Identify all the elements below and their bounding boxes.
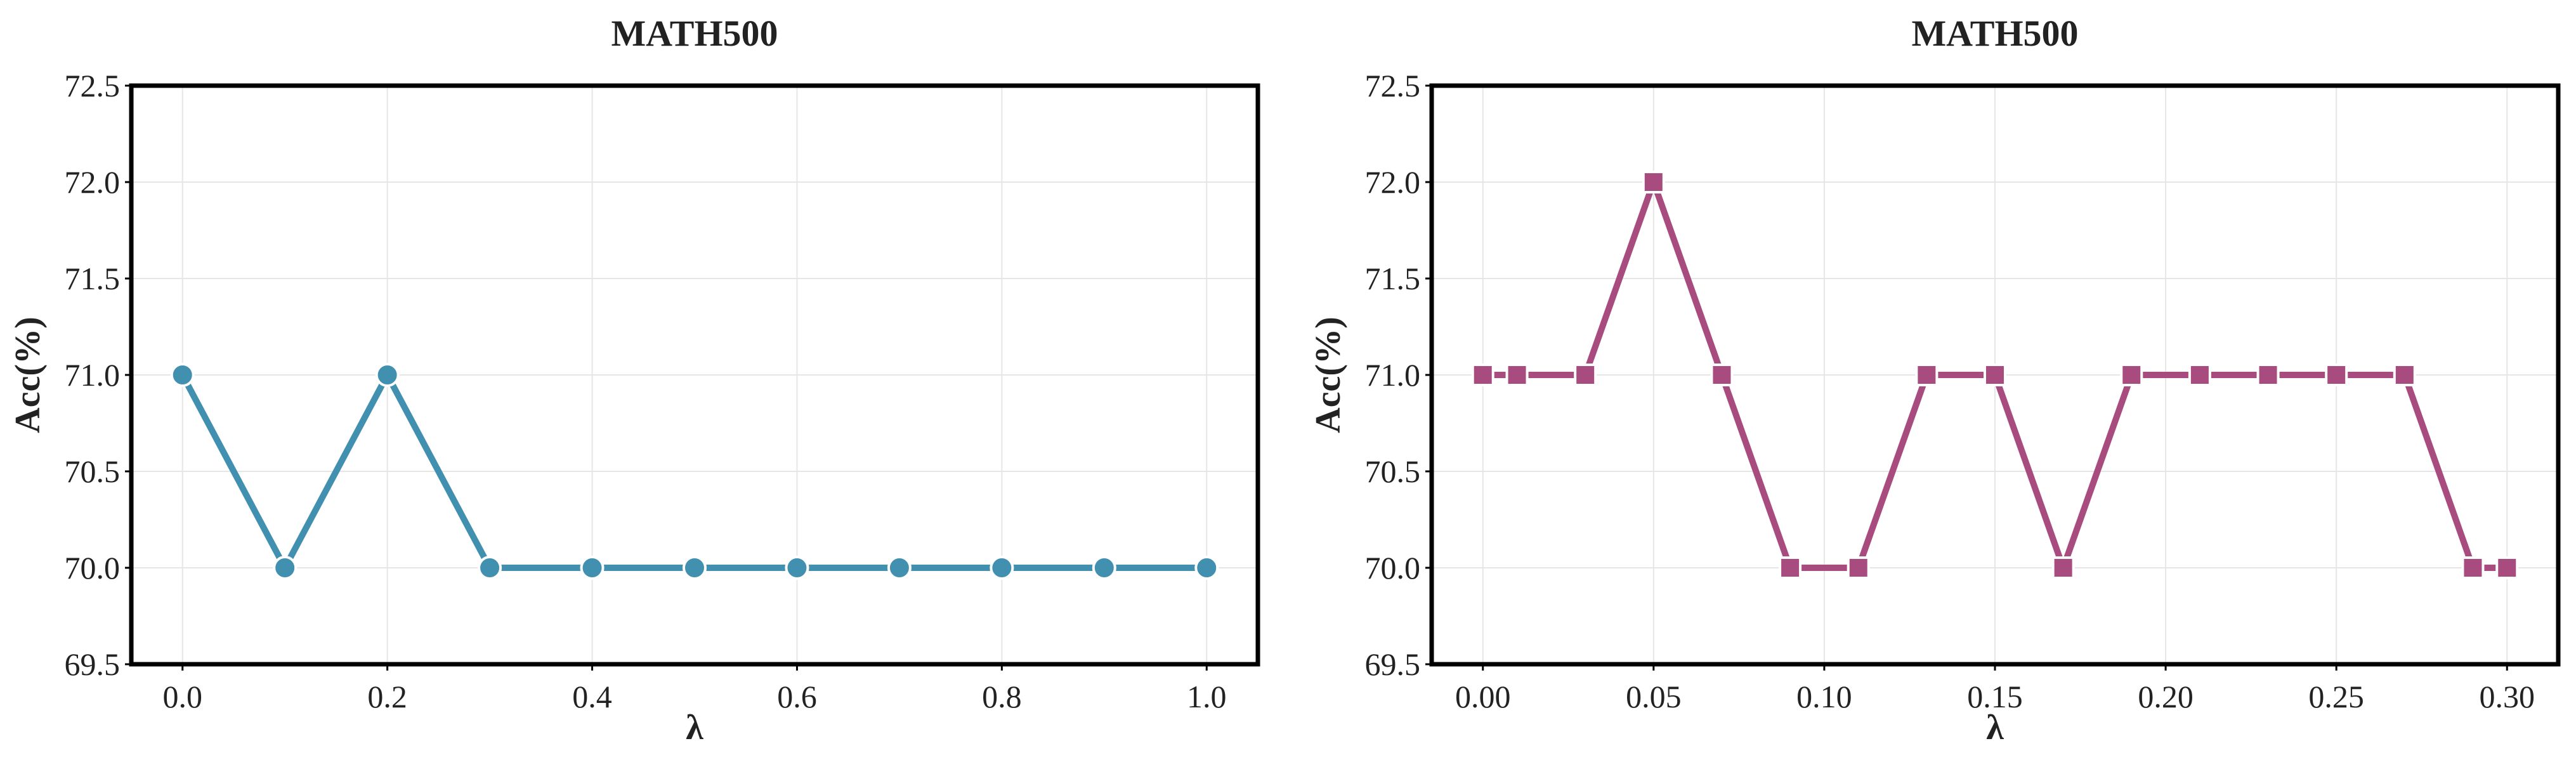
x-axis-label: λ: [1986, 708, 2004, 747]
y-tick-label: 70.0: [1365, 550, 1421, 586]
data-point: [683, 556, 707, 580]
data-point: [2256, 364, 2280, 386]
data-point: [580, 556, 605, 580]
data-point: [990, 556, 1014, 580]
x-axis-label: λ: [686, 708, 703, 747]
x-tick-label: 0.20: [2138, 679, 2194, 714]
y-tick-label: 71.0: [1365, 357, 1421, 393]
data-point: [1471, 364, 1494, 386]
data-point: [273, 556, 297, 580]
data-point: [1915, 364, 1939, 386]
data-point: [1194, 556, 1219, 580]
x-tick-label: 0.10: [1796, 679, 1852, 714]
x-tick-label: 0.15: [1967, 679, 2023, 714]
y-tick-label: 70.5: [1365, 454, 1421, 489]
x-tick-label: 0.0: [162, 679, 202, 714]
chart-title: MATH500: [1911, 13, 2078, 54]
y-tick-label: 69.5: [65, 646, 121, 682]
x-tick-label: 0.05: [1626, 679, 1682, 714]
y-tick-label: 71.5: [1365, 261, 1421, 296]
data-point: [2495, 556, 2519, 579]
data-point: [2188, 364, 2211, 386]
data-point: [478, 556, 502, 580]
data-point: [1779, 556, 1802, 579]
data-point: [2393, 364, 2416, 386]
y-tick-label: 72.5: [1365, 68, 1421, 103]
data-point: [170, 363, 195, 387]
data-point: [2325, 364, 2348, 386]
chart-panel-1: 0.0 0.2 0.4 0.6 0.8 1.0 69.5 70.0 70.5 71.0 71.5 72…: [8, 13, 1260, 747]
data-point: [1505, 364, 1529, 386]
y-tick-label: 72.0: [65, 164, 121, 200]
y-tick-label: 69.5: [1365, 646, 1421, 682]
y-tick-label: 70.5: [65, 454, 121, 489]
chart-panel-2: 0.00 0.05 0.10 0.15 0.20 0.25 0.30 69.5 70.0 70.5…: [1309, 13, 2561, 747]
data-point: [2120, 364, 2143, 386]
y-tick-label: 71.0: [65, 357, 121, 393]
data-point: [785, 556, 809, 580]
data-point: [1642, 171, 1665, 193]
data-point: [1847, 556, 1870, 579]
x-tick-label: 1.0: [1187, 679, 1227, 714]
data-point: [2051, 556, 2075, 579]
x-tick-label: 0.2: [367, 679, 407, 714]
data-point: [1574, 364, 1597, 386]
x-tick-label: 0.25: [2308, 679, 2364, 714]
data-point: [375, 363, 400, 387]
y-axis-label: Acc(%): [8, 317, 48, 433]
y-tick-label: 70.0: [65, 550, 121, 586]
chart-title: MATH500: [611, 13, 778, 54]
y-tick-label: 72.0: [1365, 164, 1421, 200]
y-tick-label: 72.5: [65, 68, 121, 103]
data-point: [1092, 556, 1116, 580]
y-tick-label: 71.5: [65, 261, 121, 296]
data-point: [2461, 556, 2485, 579]
x-tick-label: 0.4: [572, 679, 612, 714]
data-point: [1710, 364, 1734, 386]
data-point: [1984, 364, 2006, 386]
x-tick-label: 0.8: [982, 679, 1022, 714]
x-tick-label: 0.30: [2480, 679, 2535, 714]
x-tick-label: 0.00: [1455, 679, 1511, 714]
data-point: [887, 556, 912, 580]
x-tick-label: 0.6: [777, 679, 817, 714]
y-axis-label: Acc(%): [1309, 317, 1348, 433]
